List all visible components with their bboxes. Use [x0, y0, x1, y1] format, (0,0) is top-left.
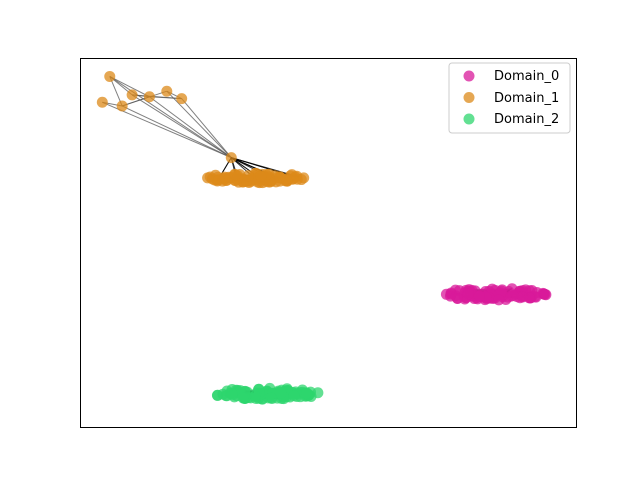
legend: Domain_0 Domain_1 Domain_2 — [448, 62, 571, 134]
data-point — [237, 392, 249, 404]
graph-edge — [149, 96, 232, 159]
data-point — [221, 174, 233, 186]
graph-edge — [121, 105, 232, 159]
data-point — [312, 387, 324, 399]
data-point — [473, 290, 485, 302]
data-point — [286, 173, 298, 185]
legend-marker-domain-1 — [463, 92, 475, 103]
data-point — [161, 85, 173, 97]
data-point — [255, 170, 267, 182]
data-point — [275, 387, 287, 399]
point-layer — [96, 70, 552, 405]
graph-edge — [109, 76, 150, 98]
data-point — [176, 93, 188, 105]
data-point — [143, 91, 155, 103]
legend-marker-domain-2 — [463, 113, 475, 125]
graph-edge — [181, 98, 232, 158]
data-point — [225, 152, 237, 164]
data-point — [265, 392, 277, 404]
data-point — [298, 172, 310, 184]
legend-label-domain-2: Domain_2 — [494, 112, 559, 127]
data-point — [462, 288, 474, 300]
legend-label-domain-0: Domain_0 — [494, 69, 559, 84]
data-point — [104, 70, 116, 82]
plot-frame — [80, 58, 577, 428]
data-point — [226, 388, 238, 400]
data-point — [213, 174, 225, 186]
data-point — [288, 390, 300, 402]
graph-edge — [166, 90, 232, 158]
graph-edge — [102, 101, 232, 159]
data-point — [96, 96, 108, 108]
data-point — [540, 289, 552, 301]
data-point — [301, 387, 313, 399]
data-point — [493, 294, 505, 306]
data-point — [495, 285, 507, 297]
data-point — [445, 288, 457, 300]
legend-label-domain-1: Domain_1 — [494, 91, 559, 106]
data-point — [116, 100, 128, 112]
data-point — [126, 89, 138, 101]
data-point — [229, 169, 241, 181]
data-point — [507, 289, 519, 301]
legend-marker-domain-0 — [463, 70, 475, 82]
data-point — [242, 170, 254, 182]
graph-edge — [131, 94, 232, 159]
legend-box — [448, 62, 571, 134]
data-point — [517, 291, 529, 303]
data-point — [249, 390, 261, 402]
